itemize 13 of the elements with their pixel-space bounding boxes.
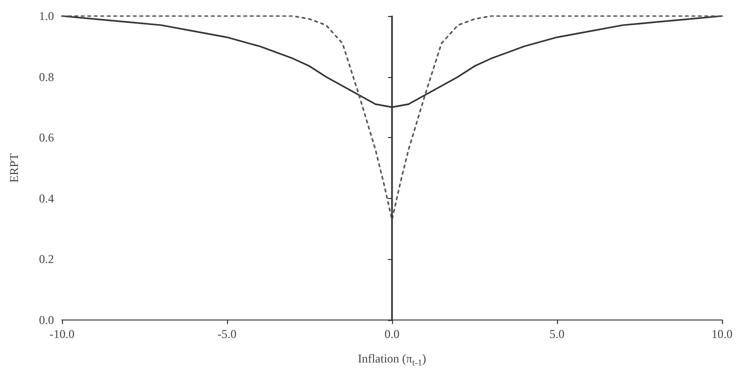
- y-tick-label: 0.4: [39, 191, 54, 206]
- line-series: [61, 15, 723, 220]
- x-tick-label: -5.0: [218, 327, 236, 341]
- y-tick-label: 0.0: [39, 313, 54, 327]
- y-tick-label: 0.6: [39, 130, 54, 145]
- y-tick-label: 1.0: [39, 9, 54, 23]
- y-tick-label: 0.8: [39, 70, 54, 84]
- y-tick-label: 0.2: [39, 252, 54, 266]
- x-tick-label: 10.0: [712, 327, 732, 341]
- x-tick-label: 5.0: [550, 327, 564, 341]
- x-tick-label: 0.0: [384, 327, 400, 341]
- x-tick-label: -10.0: [50, 327, 74, 341]
- y-axis-title: ERPT: [7, 152, 21, 183]
